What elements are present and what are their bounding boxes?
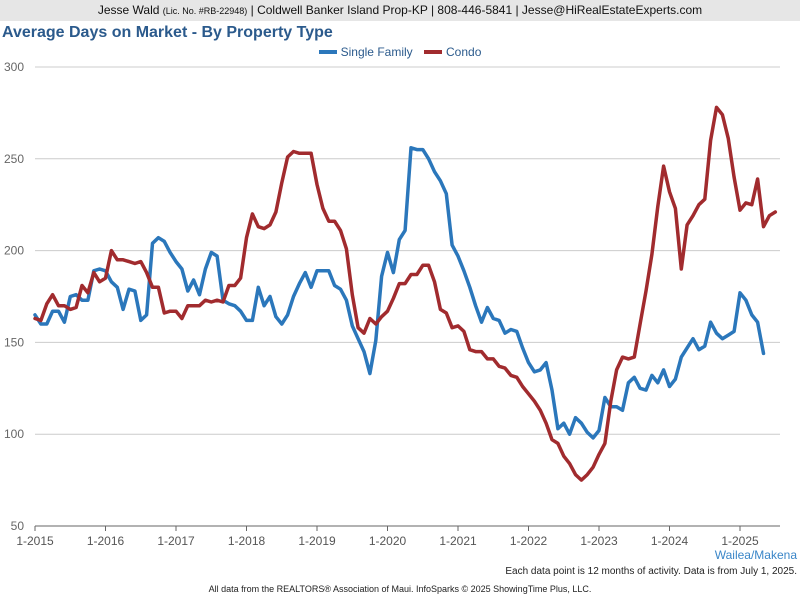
x-tick-label-1-2017: 1-2017 xyxy=(157,534,195,548)
x-tick-label-1-2020: 1-2020 xyxy=(369,534,407,548)
x-tick-label-1-2021: 1-2021 xyxy=(439,534,477,548)
y-tick-label-150: 150 xyxy=(4,335,24,349)
series-line-condo xyxy=(33,105,778,482)
legend-label-single-family: Single Family xyxy=(340,45,413,59)
chart-legend: Single Family Condo xyxy=(0,45,800,59)
legend-item-condo: Condo xyxy=(424,45,481,59)
x-tick-label-1-2018: 1-2018 xyxy=(228,534,266,548)
legend-label-condo: Condo xyxy=(446,45,482,59)
x-tick-label-1-2023: 1-2023 xyxy=(580,534,618,548)
y-tick-label-250: 250 xyxy=(4,152,24,166)
license-number: (Lic. No. #RB-22948) xyxy=(162,6,248,16)
x-tick-label-1-2019: 1-2019 xyxy=(298,534,336,548)
series-line-single-family xyxy=(33,146,766,440)
header-bar: Jesse Wald (Lic. No. #RB-22948) | Coldwe… xyxy=(0,0,800,21)
agent-contact: | Coldwell Banker Island Prop-KP | 808-4… xyxy=(250,3,703,17)
area-label: Wailea/Makena xyxy=(714,548,797,562)
x-tick-label-1-2016: 1-2016 xyxy=(87,534,125,548)
x-tick-label-1-2024: 1-2024 xyxy=(651,534,689,548)
x-tick-label-1-2022: 1-2022 xyxy=(510,534,548,548)
x-tick-label-1-2015: 1-2015 xyxy=(16,534,54,548)
agent-name: Jesse Wald xyxy=(97,3,160,17)
y-tick-label-50: 50 xyxy=(11,519,25,533)
legend-swatch-condo xyxy=(424,49,442,54)
chart-title: Average Days on Market - By Property Typ… xyxy=(2,24,333,41)
footer-credit: All data from the REALTORS® Association … xyxy=(208,584,592,594)
legend-item-single-family: Single Family xyxy=(318,45,413,59)
y-tick-label-100: 100 xyxy=(4,427,24,441)
y-tick-label-200: 200 xyxy=(4,244,24,258)
x-tick-label-1-2025: 1-2025 xyxy=(721,534,759,548)
y-tick-label-300: 300 xyxy=(4,60,24,74)
data-note: Each data point is 12 months of activity… xyxy=(505,566,797,577)
legend-swatch-single-family xyxy=(318,49,337,54)
